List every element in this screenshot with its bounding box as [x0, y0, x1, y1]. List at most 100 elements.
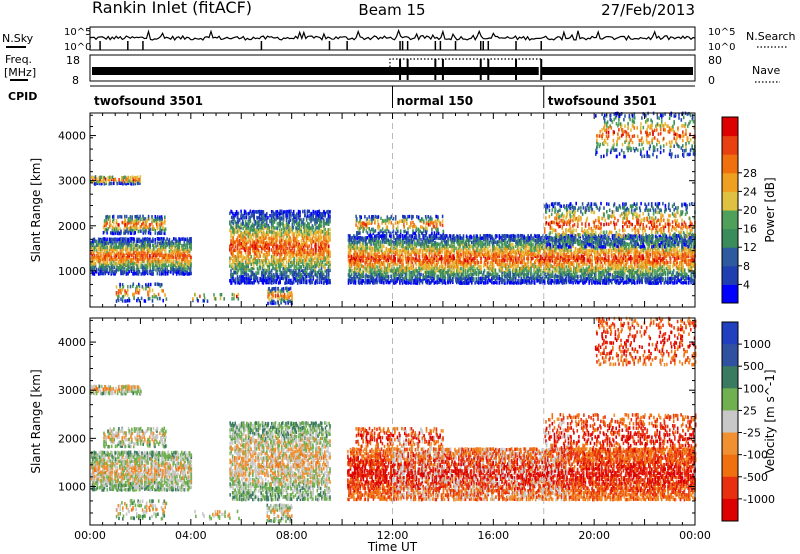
return-cell [286, 246, 288, 251]
return-cell [157, 282, 160, 287]
return-cell [321, 230, 324, 234]
return-cell [405, 242, 408, 246]
return-cell [326, 235, 328, 240]
return-cell [282, 224, 284, 228]
return-cell [302, 217, 305, 222]
return-cell [318, 234, 321, 238]
return-cell [134, 257, 137, 262]
return-cell [364, 254, 366, 258]
return-cell [125, 250, 128, 254]
return-cell [188, 263, 191, 268]
return-cell [391, 269, 394, 273]
return-cell [298, 220, 300, 224]
return-cell [136, 239, 139, 243]
return-cell [284, 244, 286, 249]
return-cell [259, 264, 261, 269]
return-cell [296, 229, 299, 234]
return-cell [114, 247, 116, 252]
return-cell [299, 280, 301, 285]
return-cell [114, 239, 116, 243]
return-cell [290, 238, 292, 242]
return-cell [326, 256, 328, 261]
return-cell [438, 246, 441, 250]
return-cell [149, 237, 151, 241]
return-cell [370, 248, 373, 253]
return-cell [304, 213, 307, 218]
return-cell [248, 258, 250, 262]
return-cell [188, 245, 191, 249]
return-cell [439, 242, 442, 246]
return-cell [425, 262, 428, 267]
return-cell [243, 265, 246, 269]
return-cell [129, 215, 132, 219]
return-cell [280, 301, 282, 305]
return-cell [178, 258, 180, 262]
return-cell [116, 239, 118, 244]
return-cell [110, 241, 113, 245]
return-cell [98, 181, 101, 186]
return-cell [369, 246, 371, 250]
return-cell [132, 263, 135, 268]
return-cell [308, 252, 310, 257]
return-cell [369, 248, 371, 252]
return-cell [361, 264, 363, 268]
return-cell [276, 213, 279, 218]
return-cell [158, 252, 161, 256]
return-cell [91, 175, 93, 180]
return-cell [289, 236, 292, 240]
return-cell [251, 222, 254, 226]
return-cell [233, 240, 235, 245]
return-cell [325, 244, 328, 248]
return-cell [364, 277, 367, 281]
return-cell [274, 301, 277, 305]
return-cell [369, 260, 371, 265]
return-cell [236, 246, 239, 250]
return-cell [179, 270, 181, 274]
return-cell [127, 217, 130, 221]
return-cell [256, 216, 259, 220]
return-cell [249, 242, 252, 246]
return-cell [257, 232, 260, 236]
return-cell [137, 251, 140, 256]
freq-band-2 [389, 67, 539, 75]
return-cell [289, 242, 292, 247]
return-cell [314, 218, 316, 222]
return-cell [179, 262, 181, 266]
return-cell [300, 274, 303, 279]
return-cell [236, 220, 239, 224]
return-cell [267, 232, 270, 236]
return-cell [367, 255, 369, 259]
return-cell [103, 229, 106, 234]
return-cell [264, 277, 266, 281]
return-cell [243, 212, 246, 216]
return-cell [170, 265, 172, 269]
return-cell [106, 264, 108, 268]
nsearch-label: N.Search [746, 30, 796, 43]
return-cell [145, 237, 148, 242]
return-cell [447, 246, 449, 251]
return-cell [374, 242, 376, 247]
return-cell [404, 250, 407, 255]
return-cell [122, 243, 125, 247]
return-cell [262, 210, 265, 214]
return-cell [237, 230, 240, 234]
return-cell [183, 255, 186, 259]
return-cell [300, 250, 303, 255]
return-cell [419, 276, 421, 281]
return-cell [302, 209, 304, 214]
return-cell [423, 270, 426, 275]
return-cell [311, 236, 314, 241]
return-cell [253, 272, 255, 277]
return-cell [377, 242, 380, 246]
return-cell [391, 248, 393, 253]
return-cell [276, 273, 279, 277]
return-cell [320, 263, 323, 267]
return-cell [368, 263, 370, 267]
return-cell [110, 265, 113, 270]
return-cell [432, 266, 434, 270]
return-cell [309, 261, 311, 265]
return-cell [141, 222, 143, 227]
return-cell [356, 264, 358, 269]
return-cell [361, 250, 363, 255]
return-cell [103, 270, 105, 274]
